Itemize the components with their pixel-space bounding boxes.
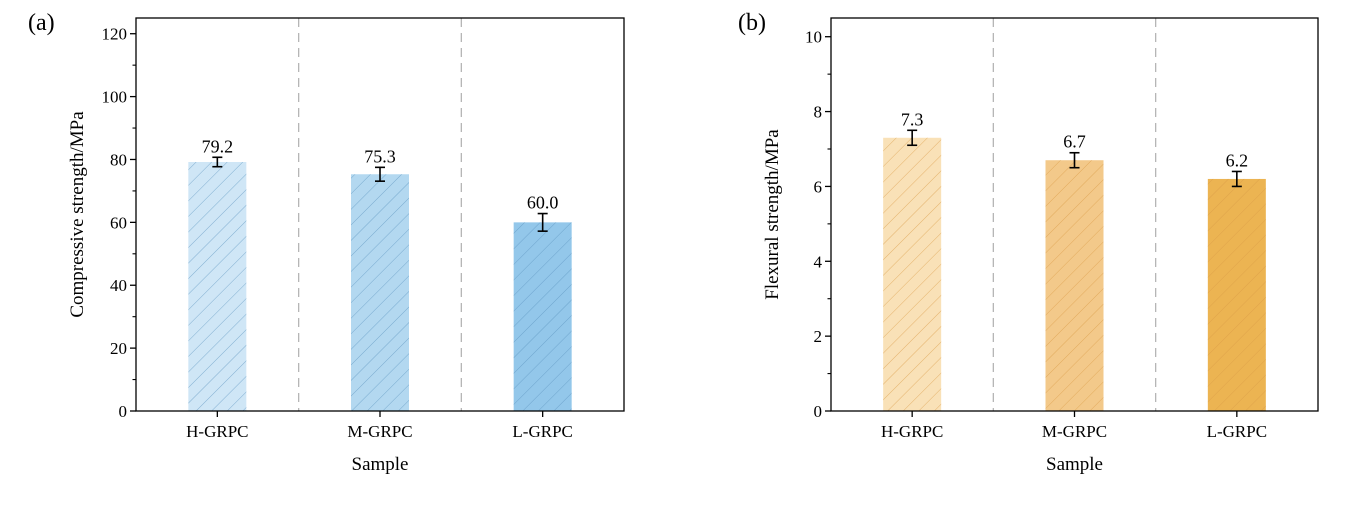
x-axis-title: Sample (1046, 454, 1103, 475)
y-tick-label: 8 (814, 103, 823, 122)
x-tick-label: M-GRPC (347, 422, 412, 441)
value-label: 6.2 (1226, 150, 1249, 170)
chart-panel-a: (a) 79.2 75.3 60.0 0 20 40 60 80 100 120 H-GRPC M-G… (0, 0, 676, 509)
y-tick-label: 100 (102, 88, 128, 107)
value-label: 6.7 (1063, 132, 1086, 152)
bar-hatch (1207, 178, 1266, 411)
y-tick-label: 0 (119, 402, 128, 421)
y-tick-label: 20 (110, 339, 127, 358)
y-axis-title: Flexural strength/MPa (762, 129, 783, 300)
x-tick-label: H-GRPC (186, 422, 248, 441)
bar-hatch (1045, 160, 1104, 411)
value-label: 79.2 (202, 136, 234, 156)
x-tick-label: L-GRPC (512, 422, 572, 441)
bar-hatch (513, 222, 572, 411)
y-tick-label: 4 (814, 252, 823, 271)
y-tick-label: 60 (110, 213, 127, 232)
y-tick-label: 0 (814, 402, 823, 421)
value-label: 7.3 (901, 109, 924, 129)
x-tick-label: M-GRPC (1042, 422, 1107, 441)
bar-hatch (883, 137, 942, 411)
y-tick-label: 6 (814, 177, 823, 196)
x-tick-label: L-GRPC (1207, 422, 1267, 441)
panel-label-a: (a) (28, 10, 55, 36)
bar-hatch (188, 161, 247, 411)
x-tick-label: H-GRPC (881, 422, 943, 441)
y-tick-label: 120 (102, 25, 128, 44)
compressive-strength-chart: (a) 79.2 75.3 60.0 0 20 40 60 80 100 120 H-GRPC M-G… (28, 10, 625, 475)
flexural-strength-chart: (b) 7.3 6.7 6.2 0 2 4 6 8 10 H-GRPC M-GRPC L-GRPC Sa… (738, 10, 1319, 475)
x-axis-title: Sample (352, 454, 409, 475)
y-tick-label: 40 (110, 276, 127, 295)
panel-label-b: (b) (738, 10, 766, 36)
value-label: 75.3 (364, 146, 396, 166)
value-label: 60.0 (527, 193, 559, 213)
y-tick-label: 2 (814, 327, 823, 346)
bar-hatch (351, 174, 409, 411)
y-axis-title: Compressive strength/MPa (67, 111, 88, 318)
y-tick-label: 80 (110, 150, 127, 169)
y-tick-label: 10 (805, 28, 822, 47)
chart-panel-b: (b) 7.3 6.7 6.2 0 2 4 6 8 10 H-GRPC M-GRPC L-GRPC Sa… (676, 0, 1352, 509)
